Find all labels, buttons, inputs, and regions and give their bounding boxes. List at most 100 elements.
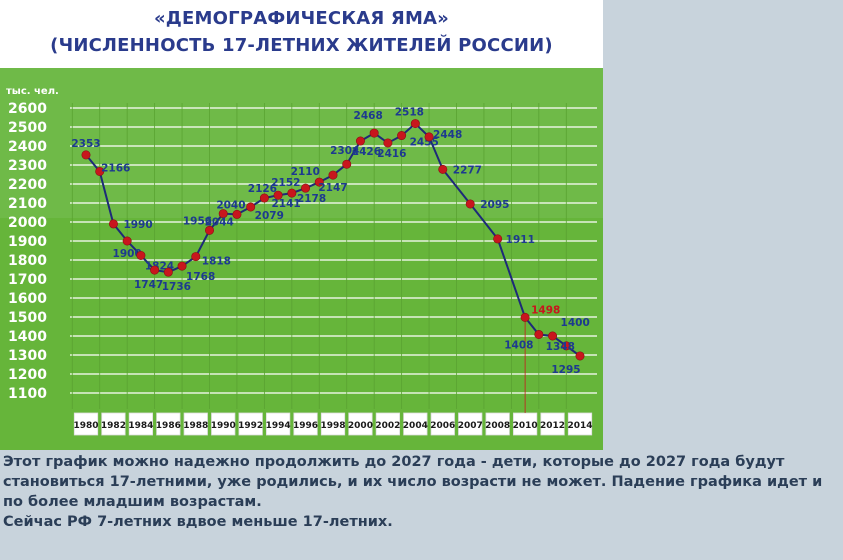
x-tick-box-1982 [101, 412, 126, 436]
data-point-2014 [575, 351, 585, 361]
x-tick-box-2004 [403, 412, 428, 436]
data-point-2010 [520, 312, 530, 322]
data-label-1983: 1900 [113, 248, 142, 260]
data-point-2004 [410, 119, 420, 129]
data-label-2001: 2468 [354, 110, 383, 122]
data-point-1990 [218, 209, 228, 219]
x-tick-label-1992: 1992 [238, 421, 263, 431]
x-tick-label-2006: 2006 [430, 421, 455, 431]
data-label-1993: 2126 [248, 183, 277, 195]
data-point-2007 [465, 199, 475, 209]
data-point-1986 [163, 267, 173, 277]
x-tick-label-2008: 2008 [485, 421, 510, 431]
y-tick-label-1100: 1100 [8, 386, 47, 402]
data-point-1984 [136, 250, 146, 260]
x-tick-label-1980: 1980 [73, 421, 98, 431]
data-label-1982: 1990 [123, 219, 152, 231]
plot-background-upper [0, 68, 603, 218]
data-point-1994 [273, 190, 283, 200]
y-tick-label-1800: 1800 [8, 253, 47, 269]
data-point-1980 [81, 150, 91, 160]
y-tick-label-2200: 2200 [8, 177, 47, 193]
y-tick-label-1400: 1400 [8, 329, 47, 345]
y-tick-label-2400: 2400 [8, 139, 47, 155]
line-chart: тыс. чел. 2600 2500 2400 2300 2200 2100 2000 190… [0, 68, 603, 450]
chart-title-line-1: «ДЕМОГРАФИЧЕСКАЯ ЯМА» [153, 8, 450, 29]
data-point-2012 [548, 331, 558, 341]
data-label-1990: 2044 [205, 217, 234, 229]
data-label-1988: 1818 [202, 256, 231, 268]
x-tick-label-2012: 2012 [540, 421, 565, 431]
data-label-2012: 1400 [561, 317, 590, 329]
x-tick-box-1998 [320, 412, 346, 436]
x-tick-box-1996 [293, 412, 318, 436]
x-tick-box-1980 [73, 412, 99, 436]
data-label-2007: 2095 [480, 199, 509, 211]
data-label-2011: 1408 [504, 339, 533, 351]
x-tick-label-1984: 1984 [128, 421, 153, 431]
x-tick-label-1982: 1982 [101, 421, 126, 431]
x-tick-label-2002: 2002 [375, 421, 400, 431]
data-label-1986: 1736 [162, 281, 191, 293]
chart-figure: «ДЕМОГРАФИЧЕСКАЯ ЯМА» (ЧИСЛЕННОСТЬ 17-ЛЕ… [0, 0, 603, 450]
data-label-1998: 2147 [318, 182, 347, 194]
x-tick-label-2007: 2007 [458, 421, 483, 431]
data-point-2013 [561, 341, 571, 351]
y-tick-label-2100: 2100 [8, 196, 47, 212]
x-tick-box-1988 [183, 412, 208, 436]
data-point-1995 [287, 188, 297, 198]
y-axis-label: тыс. чел. [6, 86, 59, 97]
data-label-2002: 2416 [377, 148, 406, 160]
x-tick-label-1996: 1996 [293, 421, 318, 431]
data-point-1998 [328, 170, 338, 180]
data-point-2003 [397, 131, 407, 141]
x-tick-box-2002 [375, 412, 401, 436]
y-tick-label-1600: 1600 [8, 291, 47, 307]
x-tick-box-1994 [265, 412, 291, 436]
x-tick-label-1998: 1998 [320, 421, 345, 431]
data-point-1992 [246, 202, 256, 212]
data-point-1983 [122, 236, 132, 246]
chart-title-line-2: (ЧИСЛЕННОСТЬ 17-ЛЕТНИХ ЖИТЕЛЕЙ РОССИИ) [50, 35, 553, 56]
data-label-2008: 1911 [506, 234, 535, 246]
y-tick-label-2000: 2000 [8, 215, 47, 231]
data-label-1981: 2166 [101, 162, 130, 174]
x-tick-box-2007 [458, 412, 483, 436]
data-label-1989: 1956 [183, 215, 212, 227]
data-point-2001 [369, 128, 379, 138]
x-tick-box-2014 [567, 412, 593, 436]
x-tick-label-2010: 2010 [513, 421, 538, 431]
data-label-1994: 2141 [271, 198, 300, 210]
x-tick-label-2014: 2014 [567, 421, 592, 431]
data-point-1999 [342, 159, 352, 169]
y-tick-label-1900: 1900 [8, 234, 47, 250]
x-tick-box-1990 [211, 412, 236, 436]
y-tick-label-1500: 1500 [8, 310, 47, 326]
x-tick-label-1988: 1988 [183, 421, 208, 431]
x-tick-box-1992 [238, 412, 263, 436]
y-tick-label-2300: 2300 [8, 158, 47, 174]
data-point-2002 [383, 138, 393, 148]
caption-text: Этот график можно надежно продолжить до … [3, 452, 838, 532]
data-point-1989 [205, 225, 215, 235]
data-label-1997: 2110 [291, 166, 320, 178]
data-label-1987: 1768 [186, 271, 215, 283]
caption-paragraph-1: Этот график можно надежно продолжить до … [3, 454, 823, 510]
caption-paragraph-2: Сейчас РФ 7-летних вдвое меньше 17-летни… [3, 514, 393, 530]
data-label-1996: 2178 [297, 193, 326, 205]
data-label-1985: 1747 [134, 279, 163, 291]
data-label-2006: 2277 [453, 164, 482, 176]
x-tick-box-2008 [485, 412, 510, 436]
data-point-2008 [493, 234, 503, 244]
data-point-1996 [301, 183, 311, 193]
x-tick-box-2006 [430, 412, 455, 436]
data-label-2013: 1348 [546, 341, 575, 353]
data-point-1982 [108, 219, 118, 229]
x-tick-label-1994: 1994 [266, 421, 291, 431]
data-point-1993 [259, 193, 269, 203]
data-label-2010: 1498 [531, 304, 560, 316]
data-point-1997 [314, 177, 324, 187]
y-tick-label-2500: 2500 [8, 120, 47, 136]
data-label-2005: 2448 [433, 129, 462, 141]
data-point-2006 [438, 164, 448, 174]
